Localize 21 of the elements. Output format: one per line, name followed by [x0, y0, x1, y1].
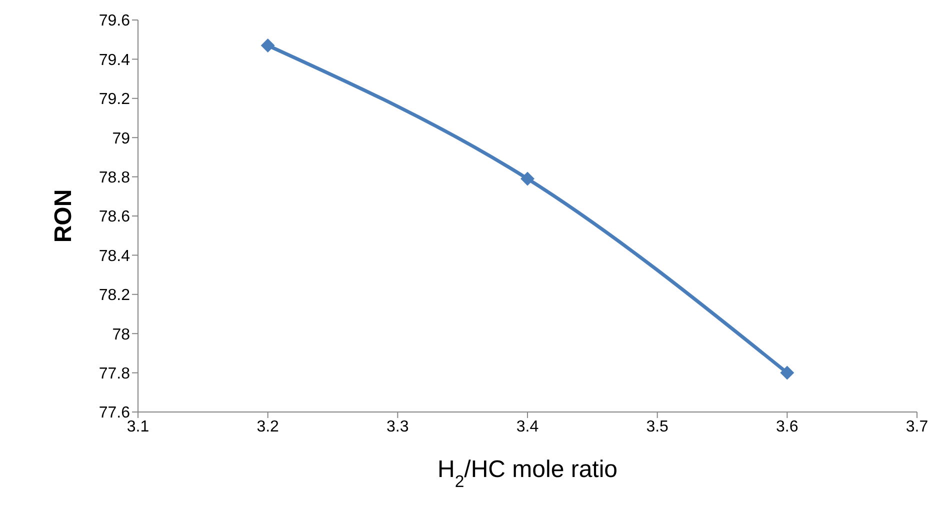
- point: [520, 172, 534, 186]
- y-tick-label: 78.4: [98, 248, 130, 265]
- point: [780, 366, 794, 380]
- y-tick-label: 79.4: [98, 52, 130, 69]
- y-axis-title: RON: [50, 189, 76, 243]
- y-tick-label: 78: [112, 326, 130, 344]
- y-tick-label: 79: [112, 130, 130, 148]
- x-tick-label: 3.7: [906, 418, 928, 436]
- x-tick-label: 3.4: [516, 418, 539, 436]
- x-tick-label: 3.6: [776, 418, 798, 436]
- x-tick-label: 3.5: [646, 418, 669, 436]
- y-tick-label: 79.2: [98, 91, 130, 108]
- x-axis-title: H$_{2}$/HC mole ratio: [437, 456, 618, 490]
- point: [260, 38, 275, 52]
- y-tick-label: 78.6: [98, 208, 130, 226]
- y-tick-label: 77.8: [98, 365, 130, 382]
- y-tick-label: 78.2: [98, 287, 130, 304]
- x-tick-label: 3.2: [256, 418, 280, 436]
- y-tick-label: 79.6: [98, 12, 130, 30]
- y-tick-label: 78.8: [98, 169, 130, 186]
- x-tick-label: 3.3: [386, 418, 409, 436]
